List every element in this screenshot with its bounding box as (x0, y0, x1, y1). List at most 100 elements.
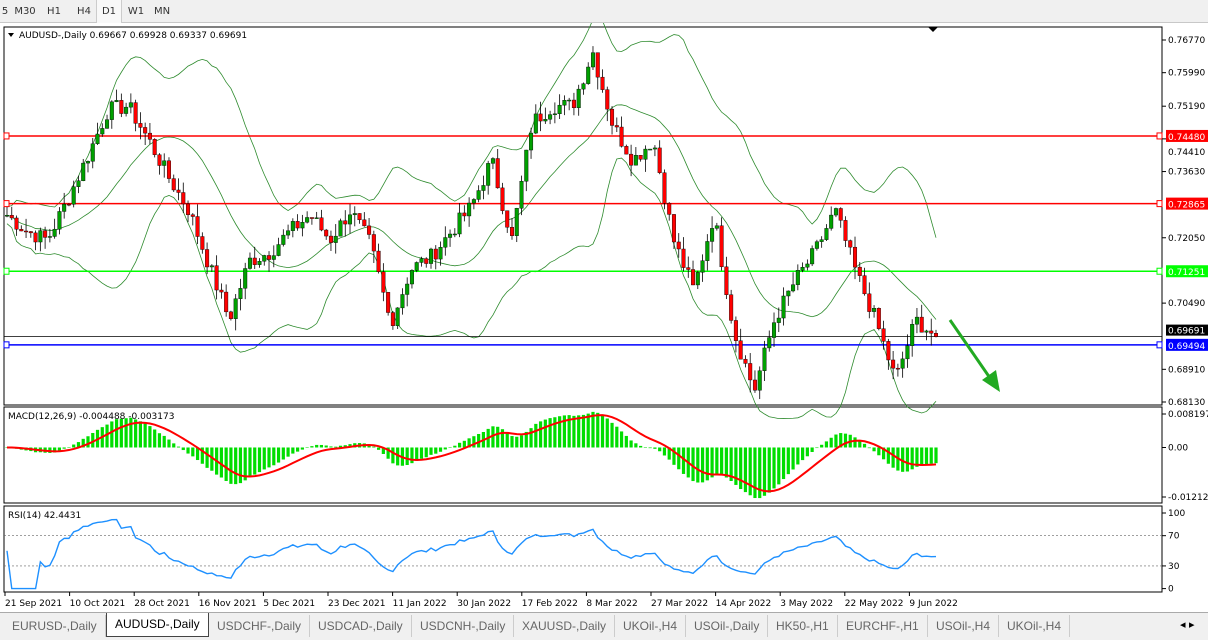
candle (633, 155, 638, 166)
candle (648, 148, 653, 151)
chart-tab[interactable]: EURUSD-,Daily (4, 615, 106, 637)
date-tick-label: 21 Sep 2021 (5, 599, 62, 609)
chart-tab[interactable]: EURCHF-,H1 (838, 615, 928, 637)
macd-label: MACD(12,26,9) -0.004488 -0.003173 (8, 412, 174, 422)
candle (452, 233, 457, 236)
candle (581, 83, 586, 90)
price-label-bg (1166, 129, 1208, 142)
macd-histogram-bar (858, 440, 862, 448)
candle (895, 367, 900, 370)
candle (224, 291, 229, 313)
candle (57, 211, 62, 230)
timeframe-H1[interactable]: H1 (47, 6, 61, 17)
symbol-label: AUDUSD-,Daily 0.69667 0.69928 0.69337 0.… (19, 31, 247, 41)
chart-area[interactable]: 0.74480 0.72865 0.71251 0.69494 0.76770 0.759… (0, 23, 1208, 612)
candle (390, 312, 395, 326)
timeframe-5[interactable]: 5 (1, 6, 9, 17)
candle (505, 210, 510, 228)
macd-histogram-bar (234, 447, 238, 485)
candle (52, 228, 57, 237)
chart-tab[interactable]: XAUUSD-,Daily (514, 615, 616, 637)
macd-histogram-bar (658, 447, 662, 452)
candle (267, 255, 272, 260)
candle (519, 181, 524, 209)
candle (314, 217, 319, 219)
candle (929, 330, 934, 334)
candle (138, 123, 143, 128)
macd-histogram-bar (801, 447, 805, 461)
candle (448, 233, 453, 238)
candle (238, 288, 243, 299)
chart-tab[interactable]: USDCAD-,Daily (310, 615, 412, 637)
candle (295, 221, 300, 229)
level-handle (1156, 132, 1163, 140)
candle (805, 263, 810, 268)
level-handle (1156, 200, 1163, 208)
candle (638, 155, 643, 160)
timeframe-MN[interactable]: MN (153, 6, 171, 17)
candle (166, 160, 171, 179)
timeframe-W1[interactable]: W1 (127, 6, 145, 17)
chart-tab[interactable]: USDCHF-,Daily (209, 615, 310, 637)
level-price-label: 0.69494 (1168, 342, 1205, 352)
shift-marker-icon (928, 27, 938, 32)
chart-tab[interactable]: USOil-,Daily (686, 615, 769, 637)
date-tick-label: 27 Mar 2022 (651, 599, 708, 609)
candle (243, 268, 248, 289)
macd-histogram-bar (624, 435, 628, 448)
candle (757, 370, 762, 391)
macd-histogram-bar (705, 447, 709, 481)
chart-tab[interactable]: USOil-,H4 (928, 615, 1000, 637)
price-tick-label: 0.75990 (1168, 69, 1205, 79)
macd-histogram-bar (410, 447, 414, 464)
macd-histogram-bar (334, 446, 338, 448)
candle (328, 235, 333, 243)
macd-histogram-bar (76, 442, 81, 448)
candle (538, 113, 543, 122)
candle (781, 295, 786, 319)
candle (795, 270, 800, 285)
chart-tab[interactable]: USDCNH-,Daily (412, 615, 515, 637)
macd-histogram-bar (720, 447, 724, 476)
candle (462, 212, 467, 217)
candle (271, 255, 276, 260)
current-price-label: 0.69691 (1168, 327, 1205, 337)
candle (643, 148, 648, 160)
macd-histogram-bar (643, 447, 647, 448)
macd-histogram-bar (639, 445, 643, 448)
candle (548, 114, 553, 120)
chart-tab[interactable]: UKOil-,H4 (999, 615, 1071, 637)
macd-histogram-bar (753, 447, 757, 499)
level-handle (1156, 267, 1163, 275)
candle (409, 270, 414, 285)
macd-histogram-bar (377, 447, 381, 450)
chart-tab[interactable]: UKOil-,H4 (615, 615, 687, 637)
timeframe-H4[interactable]: H4 (77, 6, 91, 17)
chart-tab[interactable]: AUDUSD-,Daily (106, 613, 209, 637)
candle (162, 160, 167, 166)
candle (352, 213, 357, 216)
macd-histogram-bar (267, 447, 271, 468)
macd-histogram-bar (138, 421, 142, 448)
tab-scroll-arrows[interactable]: ◂ ▸ (1180, 618, 1195, 631)
macd-histogram-bar (615, 426, 619, 448)
macd-histogram-bar (438, 447, 443, 452)
macd-histogram-bar (453, 445, 457, 448)
macd-histogram-bar (762, 447, 767, 496)
candle (109, 101, 114, 120)
candle (524, 149, 529, 182)
macd-histogram-bar (839, 433, 843, 448)
candle (433, 248, 438, 260)
chart-tab[interactable]: HK50-,H1 (768, 615, 838, 637)
candle (629, 153, 634, 166)
candle (247, 257, 252, 269)
macd-histogram-bar (596, 412, 600, 448)
macd-histogram-bar (691, 447, 695, 482)
timeframe-M30[interactable]: M30 (14, 6, 36, 17)
macd-histogram-bar (53, 447, 57, 453)
candle (186, 203, 191, 215)
macd-histogram-bar (338, 445, 343, 448)
candle (624, 146, 629, 155)
candle (157, 154, 162, 166)
timeframe-D1[interactable]: D1 (96, 0, 122, 23)
